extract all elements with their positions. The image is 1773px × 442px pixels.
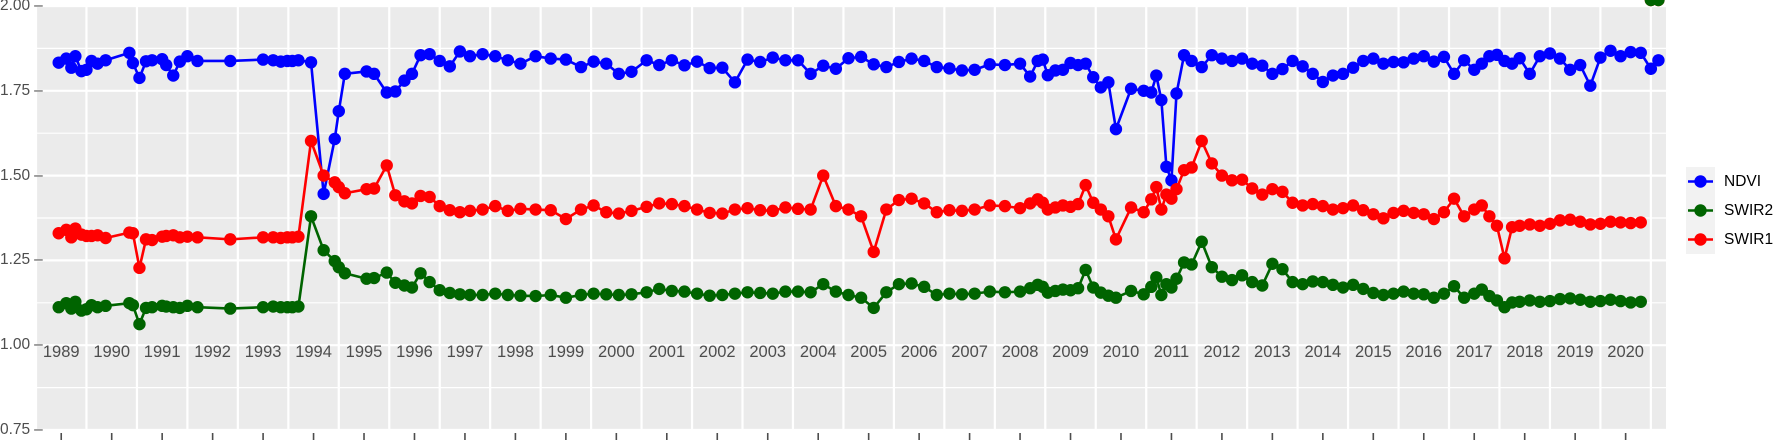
x-axis-tick-label: 2015	[1354, 343, 1392, 361]
x-axis-tick-label: 2005	[850, 343, 888, 361]
x-axis-tick-label: 2017	[1455, 343, 1493, 361]
y-axis-tick-mark: –	[34, 336, 43, 354]
legend-item-label: SWIR2	[1724, 201, 1773, 219]
x-axis-tick-label: 1993	[244, 343, 282, 361]
x-axis-tick-label: 1995	[345, 343, 383, 361]
y-axis-tick-label: 1.50–	[0, 166, 43, 185]
legend-item-ndvi[interactable]: NDVI	[1686, 167, 1773, 196]
y-axis-tick-label: 1.75–	[0, 81, 43, 100]
series-ndvi	[52, 44, 1665, 201]
y-axis-tick-label: 1.25–	[0, 251, 43, 269]
x-axis-tick-label: 2007	[951, 343, 988, 361]
y-axis-tick-mark: –	[34, 166, 43, 184]
legend-key-swatch	[1686, 196, 1715, 225]
x-axis-tick-label: 2018	[1506, 343, 1544, 361]
x-axis-tick-label: 1999	[547, 343, 585, 361]
axis-tick-marks	[60, 433, 1627, 440]
x-axis-tick-label: 1998	[497, 343, 534, 361]
x-axis-tick-label: 2000	[597, 343, 635, 361]
y-axis-tick-label: 0.75–	[0, 421, 43, 439]
y-axis-tick-label: 2.00–	[0, 0, 43, 15]
y-axis-tick-text: 0.75	[0, 421, 31, 438]
y-axis-tick-text: 1.50	[0, 166, 31, 184]
x-axis-tick-label: 2006	[900, 343, 938, 361]
y-axis-tick-text: 1.00	[0, 336, 31, 354]
series-layer	[52, 0, 1665, 331]
legend-point-icon	[1688, 204, 1713, 217]
x-axis-tick-label: 2009	[1052, 343, 1089, 361]
legend-item-swir2[interactable]: SWIR2	[1686, 196, 1773, 225]
x-axis-tick-label: 1990	[93, 343, 131, 361]
x-axis-tick-label: 1996	[396, 343, 433, 361]
legend-item-label: SWIR1	[1724, 230, 1773, 248]
legend-point-icon	[1688, 175, 1713, 188]
x-axis-tick-label: 2011	[1153, 343, 1190, 361]
x-axis-tick-label: 1994	[295, 343, 332, 361]
legend: NDVI SWIR2 SWIR1	[1686, 167, 1773, 254]
x-axis-tick-label: 1991	[143, 343, 181, 361]
x-axis-tick-label: 2003	[749, 343, 787, 361]
y-axis-tick-mark: –	[34, 421, 43, 438]
x-axis-tick-label: 2001	[648, 343, 686, 361]
x-axis-tick-label: 2020	[1607, 343, 1644, 361]
x-axis-tick-label: 2010	[1102, 343, 1140, 361]
series-swir2	[52, 0, 1665, 331]
x-axis-tick-label: 2019	[1556, 343, 1594, 361]
x-axis-tick-label: 2016	[1405, 343, 1443, 361]
x-axis-tick-label: 1989	[42, 343, 80, 361]
x-axis-tick-label: 1997	[446, 343, 484, 361]
legend-key-swatch	[1686, 225, 1715, 254]
x-axis-tick-label: 2002	[698, 343, 736, 361]
y-axis-tick-text: 2.00	[0, 0, 31, 14]
legend-item-label: NDVI	[1724, 172, 1762, 190]
y-axis-tick-mark: –	[34, 251, 43, 269]
y-axis-tick-label: 1.00–	[0, 336, 43, 354]
x-axis-tick-label: 2013	[1254, 343, 1291, 361]
x-axis-tick-label: 2012	[1203, 343, 1241, 361]
legend-key-swatch	[1686, 167, 1715, 196]
legend-point-icon	[1688, 233, 1713, 246]
y-axis-tick-text: 1.75	[0, 81, 31, 99]
y-axis-tick-mark: –	[34, 0, 43, 14]
legend-item-swir1[interactable]: SWIR1	[1686, 225, 1773, 254]
x-axis-tick-label: 2014	[1304, 343, 1342, 361]
x-axis-tick-label: 2008	[1001, 343, 1039, 361]
y-axis-tick-mark: –	[34, 81, 43, 99]
x-axis-tick-label: 1992	[194, 343, 231, 361]
y-axis-tick-text: 1.25	[0, 251, 31, 269]
x-axis-tick-label: 2004	[799, 343, 837, 361]
series-swir1	[52, 0, 1665, 275]
